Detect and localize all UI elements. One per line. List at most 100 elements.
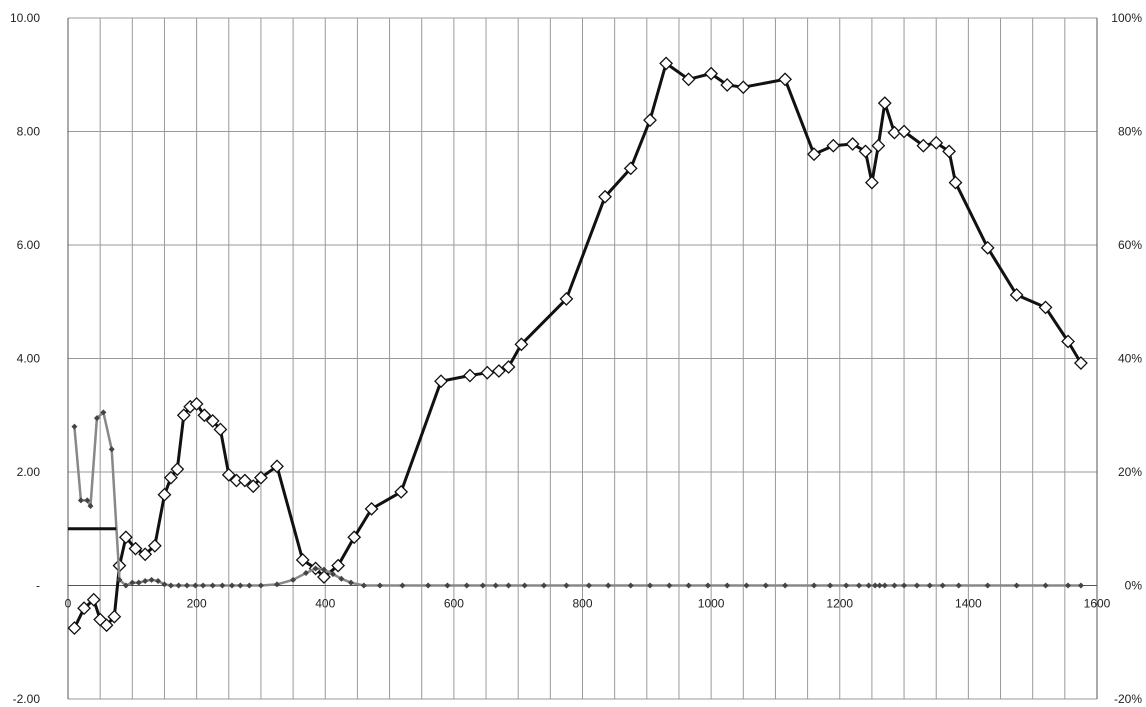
data-point-dot: [228, 582, 235, 589]
data-point-dot: [135, 579, 142, 586]
x-tick-label: 600: [444, 597, 464, 611]
y-tick-label: -: [36, 579, 40, 593]
data-point-diamond: [1009, 288, 1024, 302]
data-point-dot: [425, 582, 432, 589]
y2-tick-label: 60%: [1118, 238, 1142, 252]
data-point-dot: [122, 582, 129, 589]
data-point-dot: [984, 582, 991, 589]
x-tick-label: 1600: [1084, 597, 1111, 611]
data-point-diamond: [623, 161, 638, 176]
data-point-diamond: [128, 541, 143, 556]
series-line-1: [73, 411, 1081, 587]
data-point-diamond: [86, 592, 101, 607]
data-point-dot: [129, 579, 136, 586]
data-point-dot: [939, 582, 946, 589]
data-point-diamond: [77, 601, 91, 616]
data-point-diamond: [826, 138, 841, 153]
y-tick-label: 8.00: [17, 125, 41, 139]
data-point-dot: [290, 576, 297, 583]
data-point-dot: [605, 582, 612, 589]
data-point-diamond: [1061, 334, 1075, 349]
data-point-dot: [100, 409, 107, 416]
data-point-dot: [762, 582, 769, 589]
data-point-diamond: [221, 467, 236, 482]
data-point-dot: [246, 582, 253, 589]
data-point-dot: [320, 566, 327, 573]
data-point-diamond: [99, 618, 114, 633]
data-point-diamond: [331, 558, 346, 573]
data-point-diamond: [659, 56, 674, 71]
y2-tick-label: 20%: [1118, 465, 1142, 479]
y2-tick-label: 100%: [1111, 11, 1142, 25]
data-point-dot: [77, 497, 84, 504]
y-tick-label: 6.00: [17, 238, 41, 252]
data-point-diamond: [189, 396, 204, 411]
data-point-dot: [647, 582, 654, 589]
data-point-dot: [724, 582, 731, 589]
data-point-dot: [142, 577, 149, 584]
x-tick-label: 1400: [955, 597, 982, 611]
data-point-diamond: [213, 422, 228, 437]
data-point-dot: [856, 582, 863, 589]
data-point-diamond: [170, 462, 185, 477]
data-point-dot: [505, 582, 512, 589]
data-point-diamond: [394, 484, 409, 499]
data-point-dot: [627, 582, 634, 589]
data-point-dot: [843, 582, 850, 589]
data-point-diamond: [807, 147, 821, 162]
data-point-diamond: [929, 135, 944, 150]
data-point-diamond: [598, 189, 612, 204]
data-point-dot: [540, 582, 547, 589]
data-point-diamond: [118, 530, 133, 545]
data-point-diamond: [246, 479, 261, 494]
data-point-diamond: [897, 124, 911, 139]
data-point-dot: [108, 446, 115, 453]
data-point-dot: [161, 581, 168, 588]
data-point-diamond: [864, 175, 879, 190]
data-point-dot: [360, 582, 367, 589]
data-point-diamond: [364, 501, 379, 516]
data-point-dot: [93, 415, 100, 422]
data-point-diamond: [270, 459, 284, 474]
data-point-dot: [175, 582, 182, 589]
data-point-diamond: [463, 368, 477, 383]
x-tick-label: 800: [572, 597, 592, 611]
data-point-diamond: [501, 360, 516, 374]
data-point-diamond: [1038, 300, 1053, 315]
data-point-dot: [463, 582, 470, 589]
data-point-dot: [200, 582, 207, 589]
data-point-diamond: [480, 365, 495, 380]
data-point-dot: [876, 582, 883, 589]
data-point-dot: [1013, 582, 1020, 589]
data-point-diamond: [736, 80, 751, 95]
data-point-dot: [827, 582, 834, 589]
data-point-diamond: [176, 408, 191, 423]
x-tick-label: 1200: [826, 597, 853, 611]
data-point-dot: [183, 582, 190, 589]
data-point-dot: [479, 582, 486, 589]
data-point-dot: [312, 565, 319, 572]
x-tick-label: 0: [65, 597, 72, 611]
data-point-diamond: [317, 570, 331, 584]
data-point-dot: [155, 577, 162, 584]
data-point-diamond: [948, 175, 963, 190]
data-point-diamond: [514, 337, 529, 352]
data-point-dot: [338, 575, 345, 582]
data-point-dot: [84, 497, 91, 504]
data-point-dot: [148, 576, 155, 583]
x-tick-label: 1000: [698, 597, 725, 611]
data-point-dot: [913, 582, 920, 589]
tick-label-layer: -2.00-2.004.006.008.0010.00-20%0%20%40%6…: [10, 11, 1142, 706]
data-point-dot: [891, 582, 898, 589]
data-point-dot: [955, 582, 962, 589]
data-point-diamond: [681, 72, 696, 87]
data-point-dot: [872, 582, 879, 589]
data-point-diamond: [147, 538, 162, 553]
data-point-diamond: [197, 408, 212, 423]
data-point-dot: [704, 582, 711, 589]
data-point-dot: [347, 579, 354, 586]
series-layer: [67, 56, 1088, 635]
x-tick-label: 400: [315, 597, 335, 611]
data-point-dot: [881, 582, 888, 589]
data-point-dot: [71, 423, 78, 430]
